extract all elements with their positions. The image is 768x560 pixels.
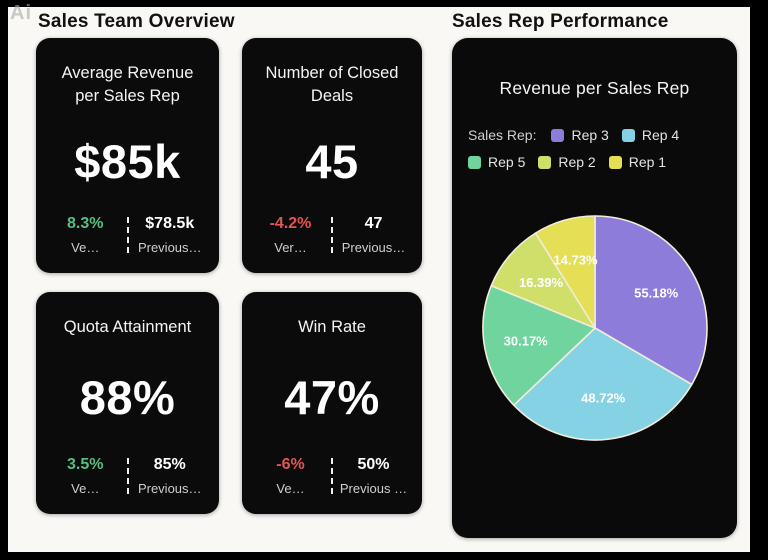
pie-slice-label: 48.72% [581, 391, 626, 406]
kpi-delta-stat: -4.2% Ver… [250, 215, 331, 255]
kpi-card-stats: 8.3% Ve… $78.5k Previous… [36, 215, 219, 273]
legend-item-rep-2[interactable]: Rep 2 [538, 154, 596, 170]
legend-item-rep-4[interactable]: Rep 4 [621, 127, 680, 143]
kpi-card-value: 88% [79, 371, 176, 425]
pie-slice-label: 14.73% [553, 253, 598, 268]
stat-divider [331, 458, 333, 494]
legend-swatch [551, 128, 565, 142]
kpi-card-value: 47% [284, 371, 380, 425]
kpi-delta-value: 3.5% [67, 456, 104, 473]
pie-slice-rep-5[interactable] [482, 284, 596, 406]
pie-legend-title: Sales Rep: [468, 127, 537, 143]
kpi-previous-stat: 85% Previous… [129, 456, 212, 496]
kpi-previous-label: Previous… [137, 240, 202, 255]
kpi-card-stats: 3.5% Ve… 85% Previous… [36, 456, 219, 514]
legend-label: Rep 5 [488, 154, 526, 170]
kpi-card-title: Number of Closed Deals [265, 64, 399, 106]
pie-chart-title: Revenue per Sales Rep [499, 78, 690, 98]
kpi-previous-value: 47 [364, 215, 383, 232]
kpi-previous-value: $78.5k [145, 215, 195, 232]
pie-legend-items: Sales Rep: Rep 3 Rep 4 Rep 5 Rep 2 Rep 1 [468, 127, 725, 170]
kpi-previous-value: 50% [357, 456, 390, 473]
kpi-card-average-revenue: Average Revenue per Sales Rep $85k 8.3% … [36, 38, 219, 273]
pie-slice-rep-3[interactable] [594, 215, 708, 386]
kpi-card-title: Average Revenue per Sales Rep [61, 64, 194, 106]
kpi-card-title: Win Rate [298, 318, 366, 336]
legend-swatch [621, 128, 635, 142]
kpi-card-title: Quota Attainment [63, 318, 192, 336]
kpi-delta-value: 8.3% [67, 215, 104, 232]
kpi-card-stats: -6% Ve… 50% Previous … [242, 456, 422, 514]
kpi-previous-value: 85% [153, 456, 186, 473]
pie-slice-rep-1[interactable] [534, 215, 596, 329]
kpi-delta-value: -4.2% [269, 215, 312, 232]
legend-item-rep-5[interactable]: Rep 5 [468, 154, 525, 170]
legend-swatch [468, 155, 481, 169]
kpi-previous-label: Previous… [341, 240, 406, 255]
legend-label: Rep 2 [558, 154, 596, 170]
legend-swatch [608, 155, 622, 169]
kpi-previous-label: Previous… [137, 481, 202, 496]
kpi-card-win-rate: Win Rate 47% -6% Ve… 50% Previous … [242, 292, 422, 514]
kpi-delta-label: Ve… [276, 481, 305, 496]
stat-divider [331, 217, 333, 253]
kpi-delta-label: Ve… [71, 240, 100, 255]
kpi-delta-stat: 8.3% Ve… [44, 215, 127, 255]
kpi-card-stats: -4.2% Ver… 47 Previous… [242, 215, 422, 273]
left-section-title: Sales Team Overview [38, 11, 235, 32]
kpi-delta-value: -6% [276, 456, 305, 473]
legend-item-rep-3[interactable]: Rep 3 [551, 127, 609, 143]
ai-watermark: Ai [10, 2, 32, 24]
kpi-card-value: 45 [305, 135, 359, 189]
stat-divider [126, 217, 129, 253]
kpi-previous-stat: $78.5k Previous… [129, 215, 212, 255]
pie-chart-card: Revenue per Sales Rep Sales Rep: Rep 3 Re… [452, 38, 737, 538]
stat-divider [126, 458, 129, 494]
legend-label: Rep 3 [571, 127, 609, 143]
kpi-card-closed-deals: Number of Closed Deals 45 -4.2% Ver… 47 … [242, 38, 422, 273]
kpi-card-quota-attainment: Quota Attainment 88% 3.5% Ve… 85% Previo… [36, 292, 219, 514]
pie-slice-label: 16.39% [519, 275, 564, 290]
pie-chart: 55.18% 48.72% 30.17% 16.39% 14.73% [482, 215, 708, 441]
pie-slice-rep-4[interactable] [513, 327, 693, 441]
legend-label: Rep 1 [628, 154, 667, 170]
kpi-delta-label: Ve… [71, 481, 100, 496]
kpi-card-value: $85k [74, 135, 181, 189]
kpi-delta-stat: -6% Ve… [250, 456, 331, 496]
kpi-previous-label: Previous … [339, 481, 408, 496]
kpi-previous-stat: 50% Previous … [333, 456, 414, 496]
kpi-previous-stat: 47 Previous… [333, 215, 414, 255]
legend-swatch [538, 155, 552, 169]
kpi-delta-label: Ver… [274, 240, 307, 255]
pie-slice-label: 55.18% [634, 285, 679, 300]
right-section-title: Sales Rep Performance [452, 11, 669, 32]
pie-slice-label: 30.17% [504, 334, 549, 349]
legend-label: Rep 4 [641, 127, 680, 143]
dashboard-canvas: Sales Team Overview Sales Rep Performanc… [8, 7, 750, 552]
legend-item-rep-1[interactable]: Rep 1 [608, 154, 667, 170]
kpi-delta-stat: 3.5% Ve… [44, 456, 127, 496]
